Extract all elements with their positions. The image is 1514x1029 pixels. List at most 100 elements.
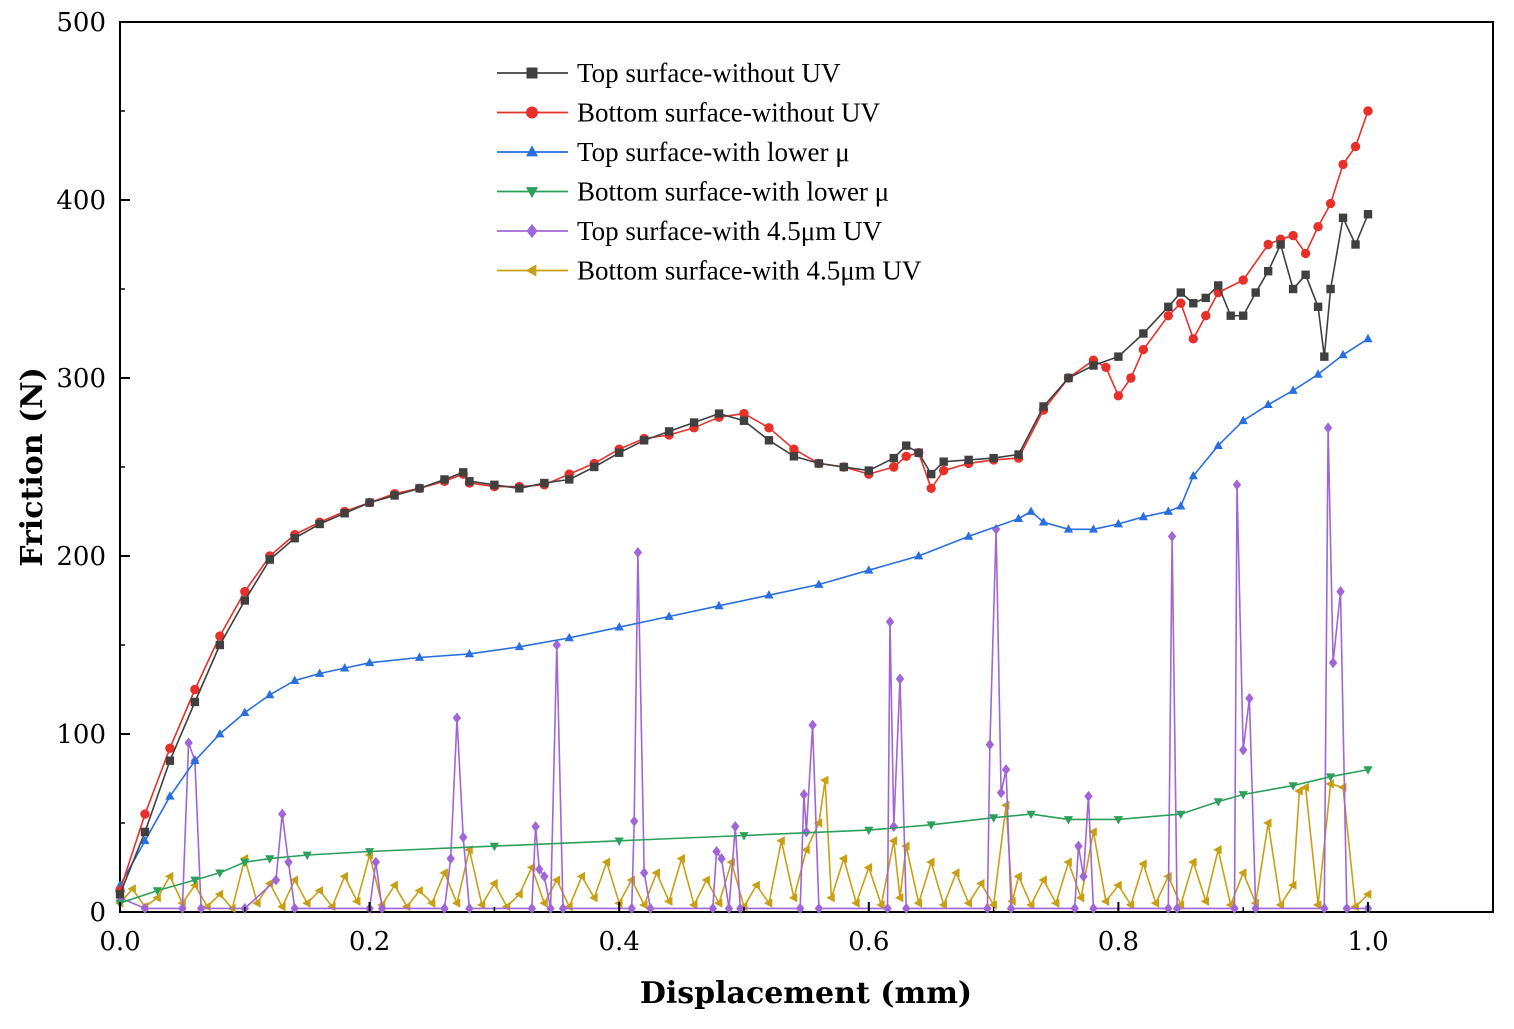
data-point xyxy=(708,902,717,914)
data-point xyxy=(476,900,486,910)
data-point xyxy=(1213,440,1223,449)
legend: Top surface-without UV Bottom surface-wit… xyxy=(497,58,922,286)
data-point xyxy=(377,902,387,914)
data-point xyxy=(964,455,973,465)
data-point xyxy=(902,441,911,450)
legend-marker xyxy=(525,145,539,157)
data-point xyxy=(1164,302,1173,311)
data-point xyxy=(140,809,150,819)
data-point xyxy=(889,462,899,472)
data-point xyxy=(1362,889,1372,899)
y-tick-label: 400 xyxy=(56,186,106,216)
data-point xyxy=(629,815,639,827)
data-point xyxy=(284,856,293,868)
data-point xyxy=(340,663,350,672)
data-point xyxy=(1288,385,1298,394)
data-point xyxy=(863,862,873,873)
data-point xyxy=(1188,470,1198,480)
data-point xyxy=(1163,871,1172,882)
x-tick-label: 0.0 xyxy=(99,927,140,957)
data-point xyxy=(535,863,544,875)
data-point xyxy=(215,728,225,738)
data-point xyxy=(914,448,923,457)
plot-frame xyxy=(119,21,1494,913)
data-point xyxy=(440,902,449,914)
data-point xyxy=(1100,896,1110,906)
data-point xyxy=(1313,369,1323,378)
data-point xyxy=(939,457,948,466)
data-point xyxy=(876,900,885,910)
y-tick-label: 200 xyxy=(56,542,106,572)
data-point xyxy=(601,857,611,867)
data-point xyxy=(1363,210,1373,219)
data-point xyxy=(751,880,760,890)
data-point xyxy=(1172,902,1182,914)
data-point xyxy=(1063,816,1074,825)
x-tick-label: 0.4 xyxy=(599,927,640,957)
data-point xyxy=(465,902,474,914)
legend-label: Bottom surface-with 4.5μm UV xyxy=(577,256,922,286)
legend-item: Bottom surface-without UV xyxy=(497,98,880,128)
data-point xyxy=(689,900,698,910)
data-point xyxy=(776,836,785,846)
data-point xyxy=(140,827,150,837)
data-point xyxy=(988,900,997,910)
legend-label: Bottom surface-with lower μ xyxy=(577,177,889,207)
data-point xyxy=(1088,827,1097,837)
data-point xyxy=(302,851,312,861)
data-point xyxy=(991,523,1001,535)
data-point xyxy=(1070,902,1079,914)
data-point xyxy=(140,902,150,914)
data-point xyxy=(1230,902,1239,914)
data-point xyxy=(901,451,911,462)
data-point xyxy=(913,898,923,908)
data-point xyxy=(165,756,175,765)
data-point xyxy=(451,898,461,908)
data-point xyxy=(901,841,910,851)
data-point xyxy=(646,902,655,914)
data-point xyxy=(963,898,972,908)
data-point xyxy=(820,775,829,785)
data-point xyxy=(639,900,648,910)
data-point xyxy=(252,898,261,908)
data-point xyxy=(1338,213,1348,222)
data-point xyxy=(664,611,674,620)
data-point xyxy=(814,579,824,588)
data-point xyxy=(926,821,936,830)
legend-label: Top surface-with 4.5μm UV xyxy=(577,216,883,246)
data-point xyxy=(938,900,948,910)
data-point xyxy=(1313,900,1322,910)
legend-label: Top surface-with lower μ xyxy=(577,137,850,167)
data-point xyxy=(1313,222,1323,232)
data-point xyxy=(615,448,624,457)
data-point xyxy=(1263,818,1272,828)
data-point xyxy=(1006,902,1016,914)
data-point xyxy=(415,484,424,493)
data-point xyxy=(808,719,817,731)
data-point xyxy=(576,871,586,882)
x-tick-label: 0.6 xyxy=(848,927,889,957)
data-point xyxy=(314,886,324,896)
data-point xyxy=(152,893,161,903)
data-point xyxy=(489,878,498,889)
data-point xyxy=(1176,288,1185,297)
data-point xyxy=(527,902,537,914)
data-point xyxy=(976,878,985,889)
legend-label: Bottom surface-without UV xyxy=(577,98,880,128)
data-point xyxy=(614,622,624,631)
series-line xyxy=(119,427,1368,910)
data-point xyxy=(1189,299,1198,308)
data-point xyxy=(1288,782,1298,791)
data-point xyxy=(1338,349,1348,359)
series-4 xyxy=(115,766,1373,909)
data-point xyxy=(826,893,835,903)
data-point xyxy=(1251,902,1260,914)
data-point xyxy=(996,787,1006,799)
data-point xyxy=(788,893,798,903)
data-point xyxy=(701,875,710,885)
data-point xyxy=(889,453,898,463)
data-point xyxy=(676,853,685,864)
data-point xyxy=(364,848,375,857)
data-point xyxy=(1079,870,1088,882)
series-layer xyxy=(114,106,1373,914)
